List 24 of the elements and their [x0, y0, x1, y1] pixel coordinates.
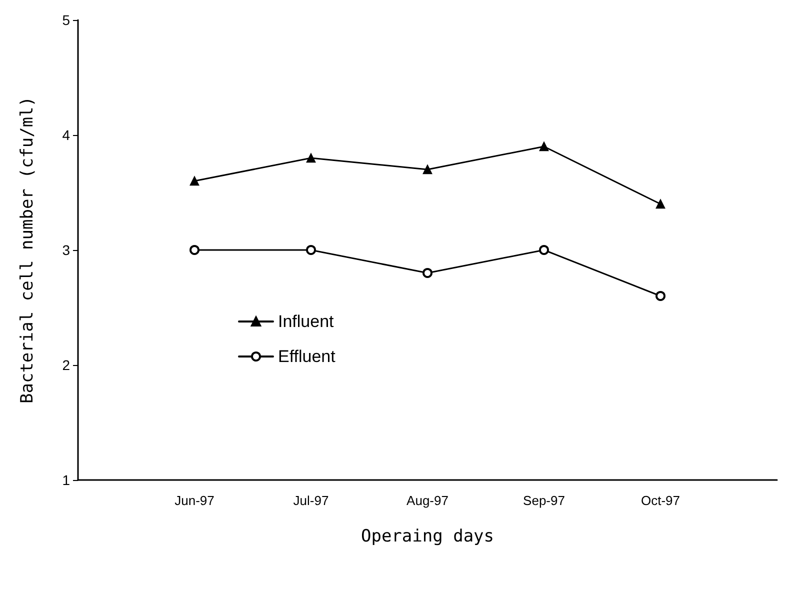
point	[306, 153, 316, 163]
x-axis-title: Operaing days	[360, 526, 494, 546]
point	[422, 164, 432, 174]
x-tick-label: Oct-97	[640, 493, 680, 508]
y-tick-label: 3	[62, 242, 70, 258]
y-tick-label: 2	[62, 357, 70, 373]
point	[656, 291, 666, 301]
x-tick-label: Aug-97	[406, 493, 448, 508]
point	[306, 245, 316, 255]
point	[539, 142, 549, 152]
legend-label: Effluent	[278, 347, 336, 366]
point	[190, 245, 200, 255]
x-tick-label: Sep-97	[523, 493, 565, 508]
point	[190, 176, 200, 186]
y-tick-label: 5	[62, 12, 70, 28]
legend-label: Influent	[278, 312, 334, 331]
x-tick-label: Jul-97	[293, 493, 329, 508]
point	[422, 268, 432, 278]
y-axis-title: Bacterial cell number (cfu/ml)	[18, 96, 38, 404]
x-tick-label: Jun-97	[174, 493, 214, 508]
point	[656, 199, 666, 209]
y-tick-label: 4	[62, 127, 70, 143]
y-tick-label: 1	[62, 472, 70, 488]
point	[539, 245, 549, 255]
